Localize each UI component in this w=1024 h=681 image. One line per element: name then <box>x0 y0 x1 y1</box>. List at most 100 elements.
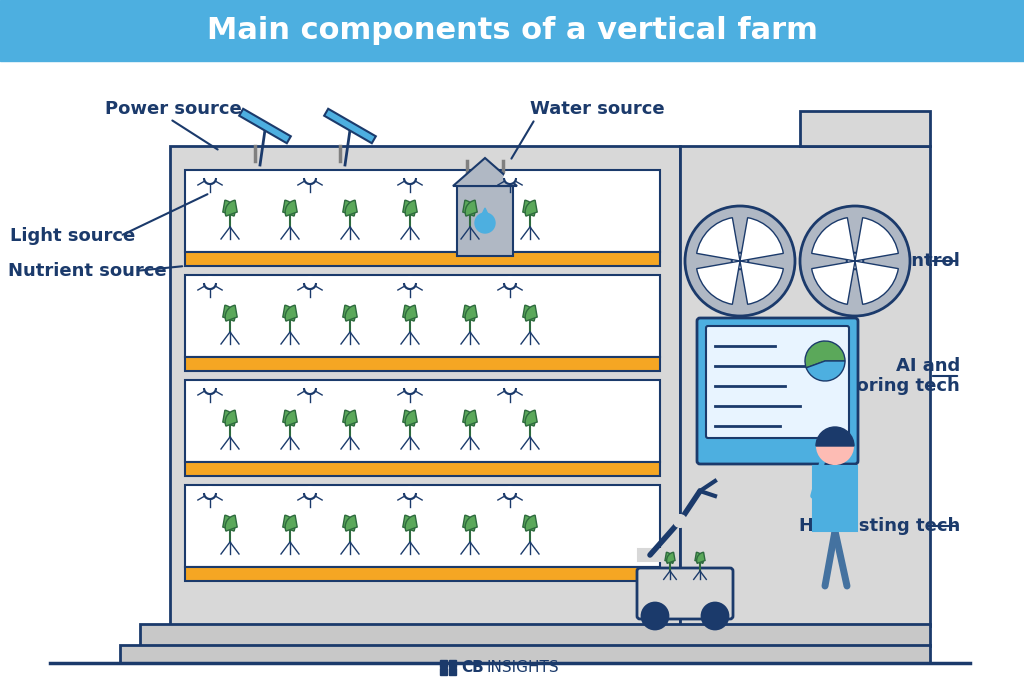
Wedge shape <box>343 305 354 321</box>
Wedge shape <box>286 410 297 426</box>
Text: Main components of a vertical farm: Main components of a vertical farm <box>207 16 817 45</box>
FancyBboxPatch shape <box>706 326 849 438</box>
Circle shape <box>404 172 416 184</box>
Wedge shape <box>283 200 295 216</box>
Bar <box>440 668 447 675</box>
Wedge shape <box>343 516 354 531</box>
Wedge shape <box>696 261 740 304</box>
Wedge shape <box>402 200 415 216</box>
Wedge shape <box>402 305 415 321</box>
Wedge shape <box>286 200 297 216</box>
Polygon shape <box>453 158 517 186</box>
Wedge shape <box>225 516 238 531</box>
Circle shape <box>847 253 863 269</box>
Circle shape <box>404 382 416 394</box>
Circle shape <box>304 382 316 394</box>
Bar <box>185 252 660 266</box>
Circle shape <box>404 487 416 499</box>
Bar <box>185 462 660 476</box>
Wedge shape <box>345 410 357 426</box>
Wedge shape <box>465 516 477 531</box>
Bar <box>185 485 660 567</box>
Text: Light source: Light source <box>10 227 135 245</box>
Wedge shape <box>523 410 535 426</box>
Wedge shape <box>525 410 538 426</box>
Bar <box>185 275 660 357</box>
Wedge shape <box>740 218 783 261</box>
Circle shape <box>800 206 910 316</box>
Circle shape <box>732 253 749 269</box>
Circle shape <box>504 172 516 184</box>
FancyBboxPatch shape <box>697 318 858 464</box>
Bar <box>140 624 930 646</box>
Circle shape <box>204 277 216 289</box>
Wedge shape <box>345 516 357 531</box>
Bar <box>185 380 660 462</box>
Wedge shape <box>696 552 706 563</box>
Wedge shape <box>816 427 854 446</box>
Circle shape <box>304 487 316 499</box>
Wedge shape <box>283 410 295 426</box>
Wedge shape <box>406 410 417 426</box>
Bar <box>120 645 930 663</box>
Bar <box>449 659 456 667</box>
Wedge shape <box>463 410 475 426</box>
Wedge shape <box>345 200 357 216</box>
Wedge shape <box>805 341 845 368</box>
Circle shape <box>674 515 686 527</box>
Wedge shape <box>812 218 855 261</box>
Circle shape <box>304 172 316 184</box>
Bar <box>440 659 447 667</box>
Wedge shape <box>223 200 234 216</box>
Text: Power source: Power source <box>105 100 242 118</box>
Text: Harvesting tech: Harvesting tech <box>799 517 961 535</box>
Wedge shape <box>406 200 417 216</box>
Circle shape <box>404 277 416 289</box>
Text: AI and
monitoring tech: AI and monitoring tech <box>799 357 961 396</box>
Text: INSIGHTS: INSIGHTS <box>487 660 560 675</box>
Wedge shape <box>223 410 234 426</box>
Wedge shape <box>223 516 234 531</box>
Wedge shape <box>343 410 354 426</box>
Text: Climate control: Climate control <box>805 252 961 270</box>
Wedge shape <box>225 305 238 321</box>
FancyBboxPatch shape <box>170 146 680 626</box>
Polygon shape <box>240 109 291 143</box>
Wedge shape <box>740 261 783 304</box>
Polygon shape <box>478 208 492 223</box>
Circle shape <box>204 487 216 499</box>
Text: CB: CB <box>461 660 484 675</box>
Wedge shape <box>667 552 675 563</box>
Polygon shape <box>800 111 930 146</box>
Circle shape <box>817 428 853 464</box>
Wedge shape <box>465 305 477 321</box>
Wedge shape <box>463 200 475 216</box>
Wedge shape <box>225 410 238 426</box>
FancyBboxPatch shape <box>637 568 733 619</box>
Wedge shape <box>523 200 535 216</box>
Wedge shape <box>286 516 297 531</box>
Wedge shape <box>525 200 538 216</box>
Text: Nutrient source: Nutrient source <box>8 262 167 280</box>
Wedge shape <box>525 516 538 531</box>
Circle shape <box>204 382 216 394</box>
Wedge shape <box>525 305 538 321</box>
Circle shape <box>475 213 495 233</box>
Bar <box>813 466 857 531</box>
Polygon shape <box>325 109 376 143</box>
Wedge shape <box>402 410 415 426</box>
Wedge shape <box>806 361 845 381</box>
Bar <box>680 146 930 626</box>
Bar <box>185 567 660 581</box>
Wedge shape <box>283 516 295 531</box>
Wedge shape <box>523 516 535 531</box>
Wedge shape <box>696 218 740 261</box>
Wedge shape <box>223 305 234 321</box>
Bar <box>185 170 660 252</box>
Circle shape <box>504 382 516 394</box>
Wedge shape <box>225 200 238 216</box>
Circle shape <box>642 603 668 629</box>
Bar <box>185 357 660 371</box>
Circle shape <box>504 487 516 499</box>
Wedge shape <box>345 305 357 321</box>
